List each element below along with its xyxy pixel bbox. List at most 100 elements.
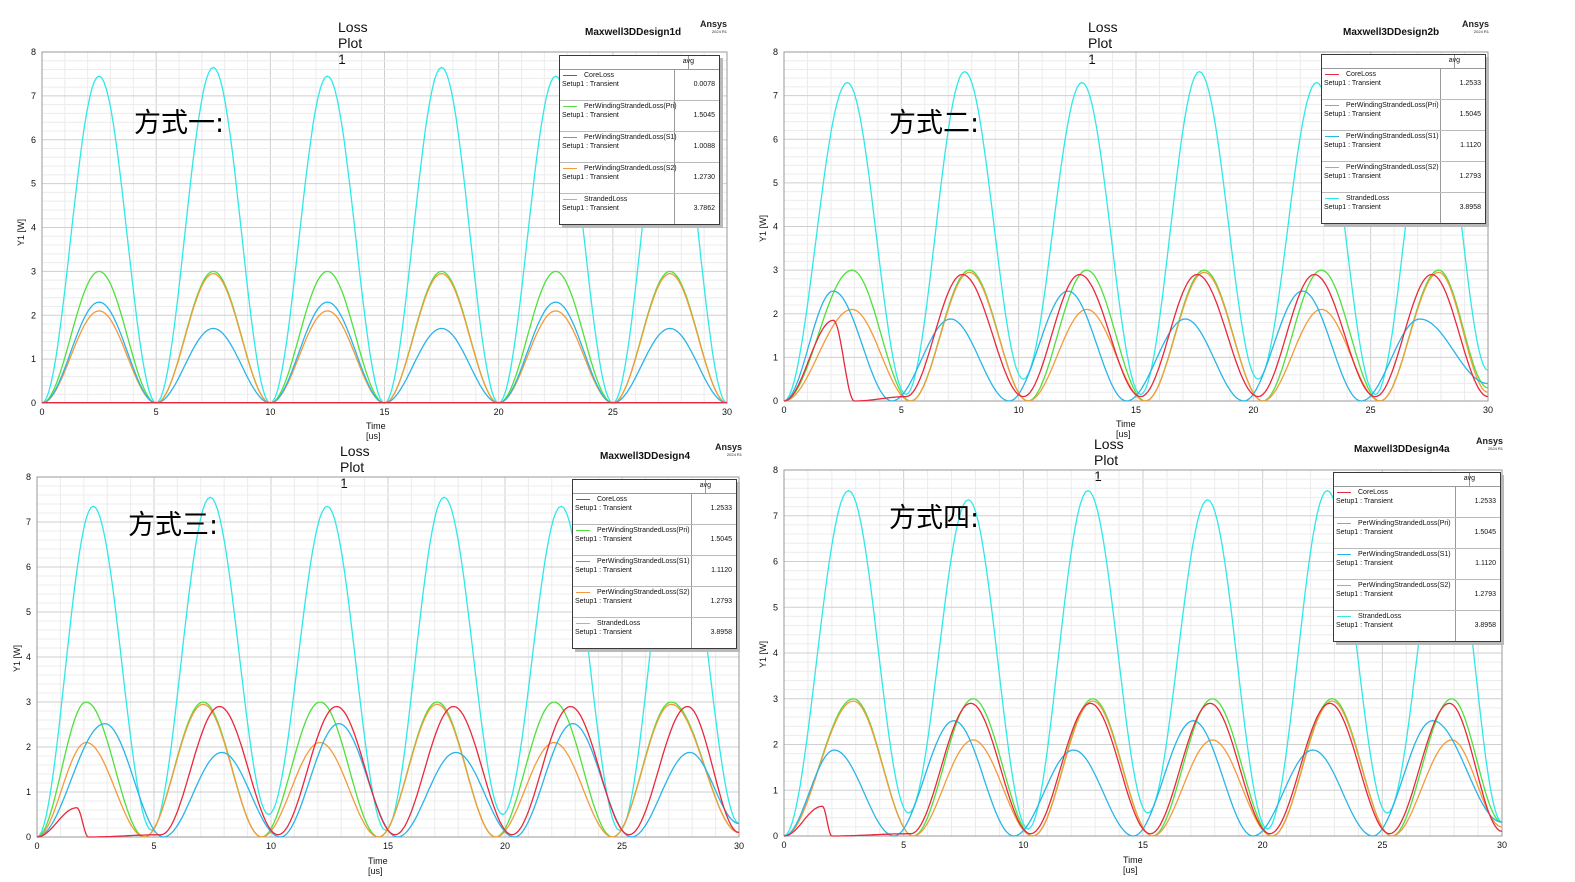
- legend-series-name: CoreLoss: [1346, 71, 1376, 78]
- series-line-perwindingstrandedloss-s2: [36, 703, 740, 838]
- y-tick-label: 6: [26, 562, 31, 572]
- y-tick-label: 0: [26, 832, 31, 842]
- legend-divider: [1455, 487, 1456, 517]
- legend-row[interactable]: PerWindingStrandedLoss(S1) Setup1 : Trans…: [560, 132, 719, 163]
- plot-title: Loss Plot 1: [1088, 19, 1118, 67]
- legend-divider: [1455, 518, 1456, 548]
- legend-avg-value: 0.0078: [693, 81, 715, 88]
- legend-header: avg: [560, 56, 719, 70]
- y-tick-label: 5: [773, 178, 778, 188]
- y-tick-label: 3: [773, 694, 778, 704]
- legend-swatch: [576, 499, 590, 500]
- legend[interactable]: avg CoreLoss Setup1 : Transient 1.2533 PerWi…: [1333, 472, 1501, 642]
- legend-setup: Setup1 : Transient: [562, 205, 619, 212]
- method-label: 方式三:: [128, 510, 219, 541]
- y-tick-label: 0: [31, 398, 36, 408]
- x-axis-label: Time [us]: [1123, 855, 1143, 875]
- legend-avg-header: avg: [1463, 475, 1475, 482]
- x-tick-label: 0: [39, 407, 44, 417]
- legend-row[interactable]: PerWindingStrandedLoss(Pri) Setup1 : Tran…: [1334, 518, 1500, 549]
- legend[interactable]: avg CoreLoss Setup1 : Transient 1.2533 PerWi…: [1321, 54, 1486, 224]
- y-tick-label: 2: [26, 742, 31, 752]
- legend-row[interactable]: PerWindingStrandedLoss(Pri) Setup1 : Tran…: [1322, 100, 1485, 131]
- legend-avg-value: 1.1120: [1475, 560, 1496, 567]
- legend-avg-value: 1.2533: [1474, 498, 1496, 505]
- legend-series-name: StrandedLoss: [597, 620, 641, 627]
- legend-avg-header: avg: [699, 482, 711, 489]
- legend-row[interactable]: CoreLoss Setup1 : Transient 0.0078: [560, 70, 719, 101]
- legend-divider: [674, 194, 675, 224]
- x-tick-label: 15: [383, 841, 393, 851]
- legend-setup: Setup1 : Transient: [1336, 498, 1393, 505]
- legend-divider: [691, 618, 692, 648]
- legend-series-name: PerWindingStrandedLoss(S1): [584, 134, 677, 141]
- y-tick-label: 2: [31, 310, 36, 320]
- legend-swatch: [1337, 554, 1351, 555]
- legend-header: avg: [1334, 473, 1500, 487]
- x-tick-label: 15: [1138, 840, 1148, 850]
- x-tick-label: 10: [265, 407, 275, 417]
- legend-row[interactable]: CoreLoss Setup1 : Transient 1.2533: [1334, 487, 1500, 518]
- legend-divider: [1440, 100, 1441, 130]
- legend-row[interactable]: PerWindingStrandedLoss(S2) Setup1 : Trans…: [560, 163, 719, 194]
- legend-row[interactable]: StrandedLoss Setup1 : Transient 3.8958: [573, 618, 736, 648]
- legend-avg-value: 3.7862: [693, 205, 715, 212]
- legend-avg-value: 1.2793: [1474, 591, 1496, 598]
- legend-row[interactable]: PerWindingStrandedLoss(S1) Setup1 : Trans…: [573, 556, 736, 587]
- brand-version: 2024 R1: [726, 452, 743, 457]
- legend-setup: Setup1 : Transient: [1336, 529, 1393, 536]
- legend-avg-value: 3.8958: [1459, 204, 1481, 211]
- legend-row[interactable]: StrandedLoss Setup1 : Transient 3.8958: [1322, 193, 1485, 223]
- legend-divider: [1469, 473, 1470, 486]
- legend-row[interactable]: PerWindingStrandedLoss(S2) Setup1 : Trans…: [1334, 580, 1500, 611]
- legend-row[interactable]: PerWindingStrandedLoss(S1) Setup1 : Trans…: [1322, 131, 1485, 162]
- legend-row[interactable]: CoreLoss Setup1 : Transient 1.2533: [573, 494, 736, 525]
- legend-row[interactable]: StrandedLoss Setup1 : Transient 3.7862: [560, 194, 719, 224]
- legend-series-name: PerWindingStrandedLoss(S2): [1346, 164, 1439, 171]
- legend-series-name: PerWindingStrandedLoss(S2): [584, 165, 677, 172]
- legend-series-name: StrandedLoss: [1346, 195, 1390, 202]
- legend-row[interactable]: PerWindingStrandedLoss(S2) Setup1 : Trans…: [1322, 162, 1485, 193]
- legend-series-name: StrandedLoss: [584, 196, 628, 203]
- legend-avg-value: 1.1120: [711, 567, 732, 574]
- legend-divider: [691, 525, 692, 555]
- x-tick-label: 25: [608, 407, 618, 417]
- legend-setup: Setup1 : Transient: [562, 112, 619, 119]
- brand-version: 2024 R1: [711, 29, 728, 34]
- legend-avg-header: avg: [682, 58, 694, 65]
- legend-row[interactable]: CoreLoss Setup1 : Transient 1.2533: [1322, 69, 1485, 100]
- legend-row[interactable]: PerWindingStrandedLoss(S1) Setup1 : Trans…: [1334, 549, 1500, 580]
- legend-avg-value: 1.2533: [710, 505, 732, 512]
- legend-row[interactable]: PerWindingStrandedLoss(Pri) Setup1 : Tran…: [560, 101, 719, 132]
- y-tick-label: 6: [773, 134, 778, 144]
- legend-avg-value: 1.2793: [710, 598, 732, 605]
- legend-setup: Setup1 : Transient: [1336, 591, 1393, 598]
- legend-swatch: [1325, 167, 1339, 168]
- series-line-coreloss: [36, 705, 740, 838]
- legend-divider: [1440, 162, 1441, 192]
- x-axis-label: Time [us]: [1116, 419, 1136, 439]
- y-tick-label: 4: [26, 652, 31, 662]
- legend-swatch: [563, 168, 577, 169]
- x-tick-label: 10: [266, 841, 276, 851]
- y-tick-label: 2: [773, 740, 778, 750]
- legend-series-name: PerWindingStrandedLoss(S1): [597, 558, 690, 565]
- legend-swatch: [1337, 492, 1351, 493]
- legend-series-name: PerWindingStrandedLoss(Pri): [1358, 520, 1451, 527]
- legend-row[interactable]: StrandedLoss Setup1 : Transient 3.8958: [1334, 611, 1500, 641]
- legend-setup: Setup1 : Transient: [1324, 173, 1381, 180]
- legend-divider: [705, 480, 706, 493]
- legend[interactable]: avg CoreLoss Setup1 : Transient 1.2533 PerWi…: [572, 479, 737, 649]
- y-tick-label: 5: [773, 602, 778, 612]
- legend-avg-value: 1.5045: [693, 112, 715, 119]
- legend-swatch: [1337, 585, 1351, 586]
- legend-row[interactable]: PerWindingStrandedLoss(S2) Setup1 : Trans…: [573, 587, 736, 618]
- legend-row[interactable]: PerWindingStrandedLoss(Pri) Setup1 : Tran…: [573, 525, 736, 556]
- x-tick-label: 25: [1377, 840, 1387, 850]
- y-tick-label: 2: [773, 309, 778, 319]
- legend[interactable]: avg CoreLoss Setup1 : Transient 0.0078 PerWi…: [559, 55, 720, 225]
- y-tick-label: 1: [773, 352, 778, 362]
- x-tick-label: 20: [1258, 840, 1268, 850]
- x-tick-label: 0: [781, 840, 786, 850]
- design-name: Maxwell3DDesign1d: [585, 27, 682, 38]
